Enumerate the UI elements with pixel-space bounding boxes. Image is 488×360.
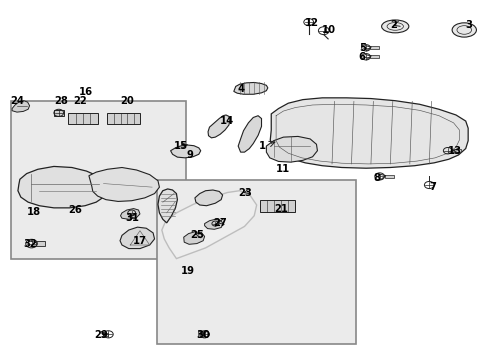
Text: 24: 24 <box>10 96 24 107</box>
Polygon shape <box>120 227 154 249</box>
Text: 32: 32 <box>23 239 37 249</box>
Text: 15: 15 <box>174 141 188 151</box>
Text: 9: 9 <box>186 150 193 160</box>
Bar <box>68 113 98 124</box>
Text: 4: 4 <box>237 84 244 94</box>
Bar <box>54 111 63 116</box>
Bar <box>102 333 108 336</box>
Bar <box>385 23 404 30</box>
Ellipse shape <box>381 20 408 33</box>
Text: 10: 10 <box>322 25 336 35</box>
Polygon shape <box>170 145 201 158</box>
Polygon shape <box>89 167 159 202</box>
Text: 11: 11 <box>276 164 290 174</box>
Bar <box>451 149 460 152</box>
Text: 31: 31 <box>125 212 139 222</box>
Polygon shape <box>266 136 317 162</box>
Text: 13: 13 <box>447 147 461 157</box>
Text: 25: 25 <box>190 230 203 240</box>
Text: 29: 29 <box>94 330 107 341</box>
Text: 12: 12 <box>305 18 319 28</box>
Bar <box>157 180 356 344</box>
Text: 26: 26 <box>68 205 82 215</box>
Bar <box>369 46 378 49</box>
Text: 23: 23 <box>238 188 252 198</box>
Bar <box>260 200 294 212</box>
Text: 8: 8 <box>372 173 380 183</box>
Text: 3: 3 <box>465 19 471 30</box>
Bar <box>107 113 140 124</box>
Polygon shape <box>195 190 222 206</box>
Text: 18: 18 <box>27 207 41 217</box>
Polygon shape <box>158 189 177 223</box>
Text: 20: 20 <box>120 96 134 107</box>
Text: 6: 6 <box>358 52 365 62</box>
Text: 5: 5 <box>358 43 365 53</box>
Polygon shape <box>162 191 256 258</box>
Bar <box>198 332 203 337</box>
Polygon shape <box>207 115 229 138</box>
Polygon shape <box>238 116 261 152</box>
Polygon shape <box>12 101 30 112</box>
Bar <box>36 242 45 246</box>
Polygon shape <box>183 232 204 244</box>
Ellipse shape <box>451 23 475 37</box>
Text: 1: 1 <box>259 141 265 151</box>
Bar <box>11 102 186 258</box>
Text: 2: 2 <box>389 19 396 30</box>
Polygon shape <box>233 82 267 94</box>
Polygon shape <box>204 219 223 229</box>
Bar <box>384 175 393 178</box>
Bar <box>369 55 378 58</box>
Text: 19: 19 <box>181 266 195 276</box>
Text: 22: 22 <box>73 96 87 107</box>
Text: 7: 7 <box>428 182 435 192</box>
Polygon shape <box>270 98 467 168</box>
Text: 17: 17 <box>132 236 146 246</box>
Text: 28: 28 <box>54 96 68 107</box>
Text: 21: 21 <box>274 203 288 213</box>
Text: 30: 30 <box>196 330 209 341</box>
Text: 16: 16 <box>79 87 93 98</box>
Text: 27: 27 <box>212 218 226 228</box>
Text: 14: 14 <box>220 116 234 126</box>
Polygon shape <box>120 208 140 219</box>
Polygon shape <box>18 166 107 208</box>
